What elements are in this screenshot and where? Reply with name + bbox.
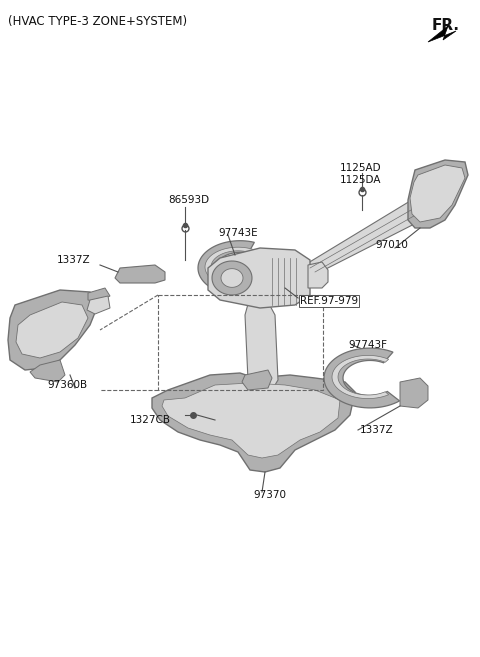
Text: 1337Z: 1337Z [360, 425, 394, 435]
Polygon shape [428, 26, 456, 42]
Polygon shape [308, 195, 432, 280]
Bar [158, 295, 323, 390]
Polygon shape [410, 165, 465, 222]
Text: 97743F: 97743F [348, 340, 387, 350]
Polygon shape [8, 290, 100, 370]
Polygon shape [245, 302, 278, 392]
Polygon shape [30, 360, 65, 382]
Polygon shape [208, 248, 310, 308]
Polygon shape [87, 296, 110, 314]
Text: 1327CB: 1327CB [130, 415, 171, 425]
Polygon shape [308, 262, 328, 288]
Polygon shape [332, 355, 389, 399]
Text: 86593D: 86593D [168, 195, 209, 205]
Text: 97743E: 97743E [218, 228, 258, 238]
Polygon shape [408, 160, 468, 228]
Text: 97010: 97010 [375, 240, 408, 250]
Text: 97360B: 97360B [47, 380, 87, 390]
Text: 1337Z: 1337Z [57, 255, 91, 265]
Polygon shape [162, 383, 340, 458]
Polygon shape [88, 288, 110, 302]
Polygon shape [324, 348, 399, 408]
Polygon shape [198, 240, 267, 295]
Polygon shape [400, 378, 428, 408]
Polygon shape [115, 265, 165, 283]
Polygon shape [152, 373, 355, 472]
Text: 1125AD
1125DA: 1125AD 1125DA [340, 163, 382, 185]
Polygon shape [16, 302, 88, 358]
Text: REF.97-979: REF.97-979 [300, 296, 358, 306]
Polygon shape [212, 261, 252, 295]
Polygon shape [242, 370, 272, 390]
Text: 97370: 97370 [253, 490, 287, 500]
Polygon shape [205, 247, 254, 287]
Text: (HVAC TYPE-3 ZONE+SYSTEM): (HVAC TYPE-3 ZONE+SYSTEM) [8, 15, 187, 28]
Text: FR.: FR. [432, 18, 460, 33]
Polygon shape [221, 269, 243, 287]
